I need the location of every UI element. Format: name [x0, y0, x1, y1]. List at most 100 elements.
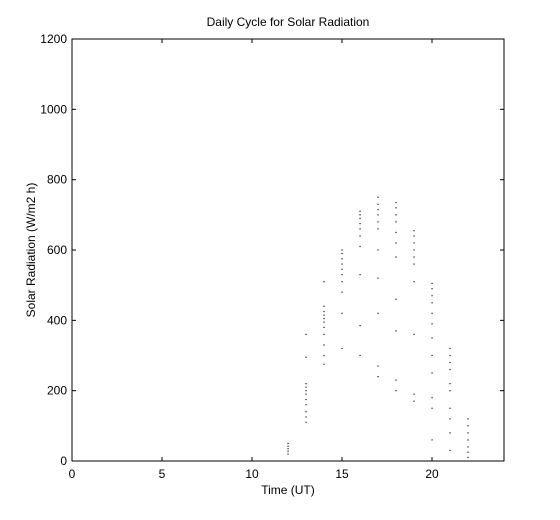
data-point	[413, 256, 415, 258]
chart-title: Daily Cycle for Solar Radiation	[207, 15, 370, 29]
data-point	[287, 448, 289, 450]
data-point	[305, 356, 307, 358]
data-point	[431, 397, 433, 399]
data-point	[467, 432, 469, 434]
y-tick-label: 0	[60, 454, 67, 468]
data-point	[341, 281, 343, 283]
data-point	[377, 312, 379, 314]
data-point	[377, 203, 379, 205]
data-point	[395, 201, 397, 204]
data-point	[305, 411, 307, 413]
data-point	[395, 330, 397, 332]
data-point	[341, 347, 343, 350]
data-point	[359, 223, 361, 225]
data-point	[323, 344, 325, 346]
data-point	[323, 314, 325, 316]
data-point	[341, 312, 343, 314]
plot-area	[71, 38, 505, 462]
x-tick-label: 20	[425, 467, 439, 481]
data-point	[341, 291, 343, 293]
data-point	[377, 228, 379, 230]
data-point	[287, 453, 289, 455]
data-points	[287, 196, 469, 459]
data-point	[431, 439, 433, 441]
data-point	[305, 421, 307, 423]
data-point	[431, 288, 433, 290]
data-point	[395, 298, 397, 300]
data-point	[395, 231, 397, 234]
y-tick-label: 800	[47, 173, 67, 187]
data-point	[413, 242, 415, 244]
data-point	[395, 390, 397, 392]
data-point	[431, 302, 433, 304]
y-tick-label: 600	[47, 243, 67, 257]
data-point	[431, 323, 433, 325]
x-axis-label: Time (UT)	[261, 483, 315, 497]
data-point	[323, 333, 325, 335]
data-point	[449, 354, 451, 357]
data-point	[359, 245, 361, 248]
data-point	[305, 398, 307, 401]
data-point	[323, 354, 325, 357]
data-point	[359, 228, 361, 230]
data-point	[341, 263, 343, 265]
data-point	[377, 277, 379, 279]
data-point	[305, 333, 307, 335]
data-point	[395, 242, 397, 244]
data-point	[323, 317, 325, 320]
data-point	[305, 383, 307, 385]
data-point	[413, 400, 415, 402]
data-point	[449, 347, 451, 350]
data-point	[449, 361, 451, 364]
data-point	[305, 390, 307, 392]
data-point	[467, 446, 469, 448]
x-tick-label: 5	[159, 467, 166, 481]
data-point	[359, 235, 361, 237]
x-tick-label: 10	[245, 467, 259, 481]
data-point	[305, 386, 307, 388]
data-point	[341, 274, 343, 276]
data-point	[413, 249, 415, 251]
data-point	[359, 354, 361, 357]
data-point	[395, 256, 397, 258]
data-point	[323, 326, 325, 328]
data-point	[377, 365, 379, 367]
data-point	[341, 252, 343, 255]
data-point	[431, 407, 433, 409]
data-point	[377, 208, 379, 211]
data-point	[395, 379, 397, 381]
y-tick-label: 200	[47, 384, 67, 398]
data-point	[413, 263, 415, 265]
data-point	[467, 425, 469, 427]
data-point	[359, 210, 361, 212]
data-point	[413, 281, 415, 283]
data-point	[377, 196, 379, 198]
data-point	[377, 214, 379, 216]
data-point	[449, 368, 451, 371]
x-tick-label: 0	[69, 467, 76, 481]
data-point	[305, 416, 307, 418]
data-point	[287, 445, 289, 447]
data-point	[359, 214, 361, 216]
data-point	[467, 418, 469, 420]
data-point	[449, 383, 451, 385]
data-point	[413, 393, 415, 395]
data-point	[467, 439, 469, 441]
data-point	[449, 390, 451, 392]
data-point	[395, 214, 397, 216]
data-point	[431, 337, 433, 339]
data-point	[413, 235, 415, 237]
data-point	[323, 281, 325, 283]
data-point	[449, 432, 451, 434]
data-point	[323, 363, 325, 365]
data-point	[431, 282, 433, 285]
data-point	[287, 442, 289, 445]
data-point	[305, 404, 307, 406]
y-tick-label: 1200	[40, 32, 67, 46]
data-point	[413, 230, 415, 232]
data-point	[323, 310, 325, 313]
data-point	[359, 217, 361, 219]
data-point	[377, 221, 379, 223]
data-point	[449, 449, 451, 452]
